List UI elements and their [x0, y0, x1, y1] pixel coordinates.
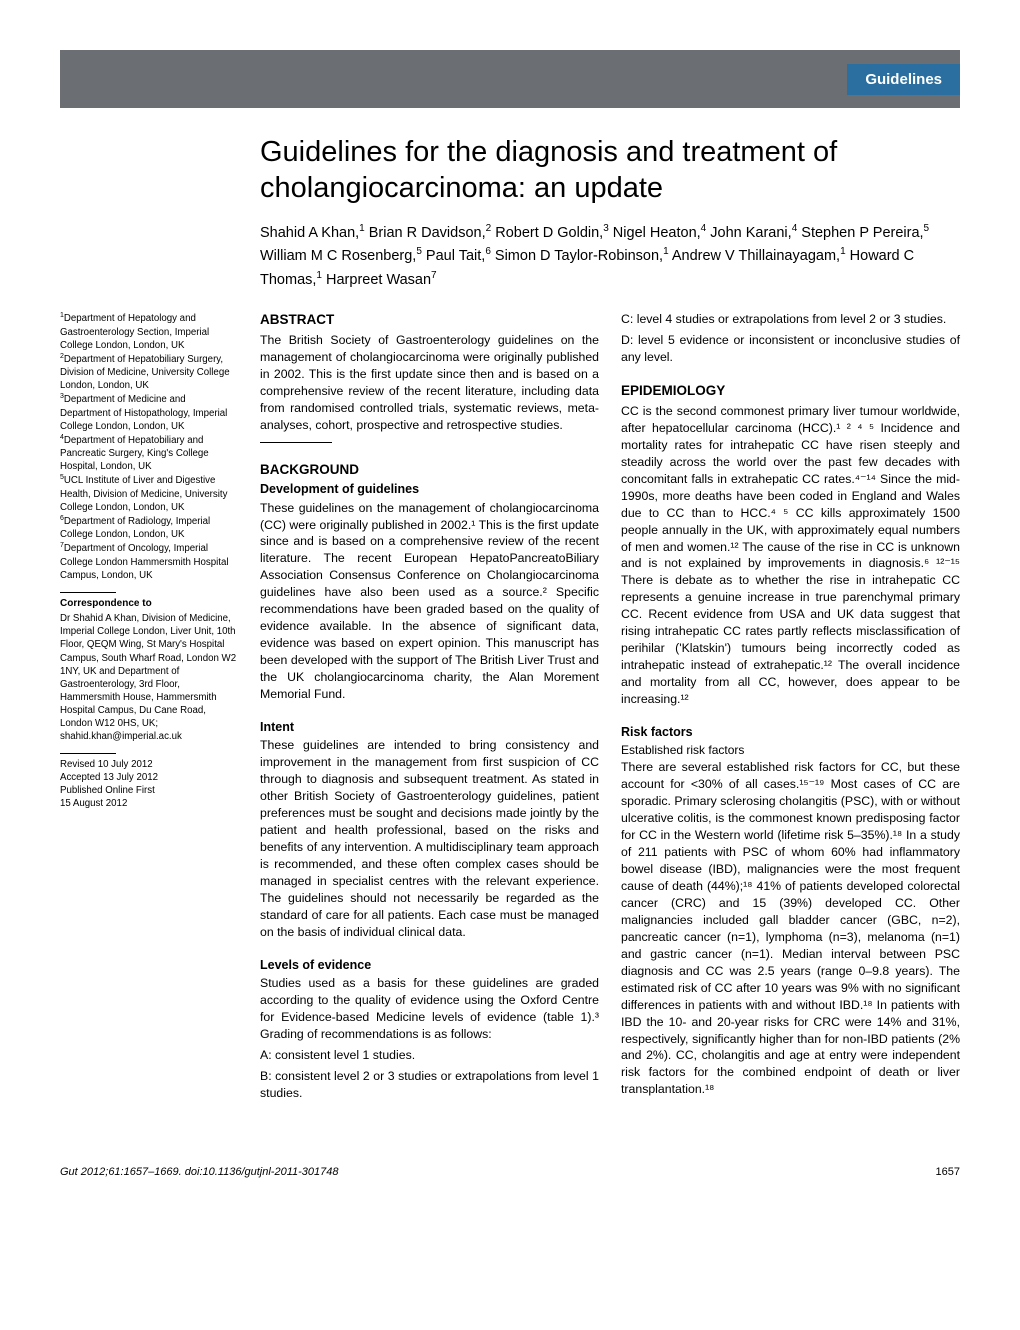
risk-factors-heading: Risk factors [621, 724, 960, 741]
middle-column: ABSTRACT The British Society of Gastroen… [260, 311, 599, 1118]
header-banner: Guidelines [60, 50, 960, 108]
correspondence-heading: Correspondence to [60, 597, 238, 611]
rule [60, 753, 116, 754]
levels-text: Studies used as a basis for these guidel… [260, 975, 599, 1043]
development-heading: Development of guidelines [260, 481, 599, 498]
established-risk-text: There are several established risk facto… [621, 759, 960, 1098]
established-risk-heading: Established risk factors [621, 742, 960, 759]
title-block: Guidelines for the diagnosis and treatme… [260, 134, 960, 291]
level-a: A: consistent level 1 studies. [260, 1047, 599, 1064]
affiliations: 1Department of Hepatology and Gastroente… [60, 311, 238, 582]
level-c: C: level 4 studies or extrapolations fro… [621, 311, 960, 328]
sidebar-column: 1Department of Hepatology and Gastroente… [60, 311, 238, 1118]
rule [60, 592, 116, 593]
levels-heading: Levels of evidence [260, 957, 599, 974]
revision-dates: Revised 10 July 2012Accepted 13 July 201… [60, 758, 238, 810]
article-title: Guidelines for the diagnosis and treatme… [260, 134, 960, 207]
level-d: D: level 5 evidence or inconsistent or i… [621, 332, 960, 366]
intent-text: These guidelines are intended to bring c… [260, 737, 599, 941]
rule [260, 442, 332, 443]
intent-heading: Intent [260, 719, 599, 736]
author-list: Shahid A Khan,1 Brian R Davidson,2 Rober… [260, 221, 960, 292]
footer-citation: Gut 2012;61:1657–1669. doi:10.1136/gutjn… [60, 1166, 339, 1178]
page-footer: Gut 2012;61:1657–1669. doi:10.1136/gutjn… [60, 1166, 960, 1178]
epidemiology-text: CC is the second commonest primary liver… [621, 403, 960, 708]
level-b: B: consistent level 2 or 3 studies or ex… [260, 1068, 599, 1102]
content-columns: 1Department of Hepatology and Gastroente… [60, 311, 960, 1118]
abstract-text: The British Society of Gastroenterology … [260, 332, 599, 434]
page-number: 1657 [936, 1166, 960, 1178]
page: Guidelines Guidelines for the diagnosis … [0, 0, 1020, 1218]
right-column: C: level 4 studies or extrapolations fro… [621, 311, 960, 1118]
section-label: Guidelines [847, 64, 960, 95]
correspondence-body: Dr Shahid A Khan, Division of Medicine, … [60, 612, 238, 743]
epidemiology-heading: EPIDEMIOLOGY [621, 382, 960, 401]
development-text: These guidelines on the management of ch… [260, 500, 599, 704]
background-heading: BACKGROUND [260, 461, 599, 480]
abstract-heading: ABSTRACT [260, 311, 599, 330]
